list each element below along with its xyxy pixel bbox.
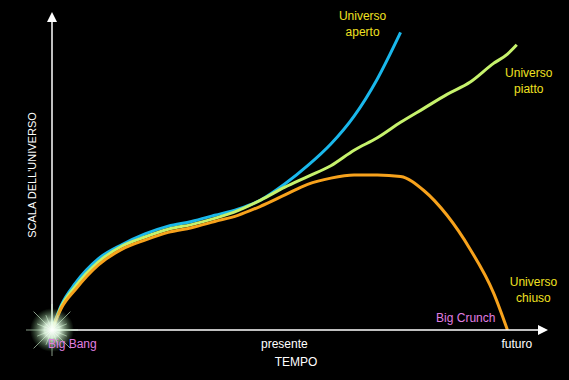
svg-text:chiuso: chiuso bbox=[516, 291, 551, 305]
svg-text:futuro: futuro bbox=[501, 337, 532, 351]
svg-text:aperto: aperto bbox=[346, 25, 380, 39]
svg-text:Big Crunch: Big Crunch bbox=[436, 311, 495, 325]
svg-text:Big Bang: Big Bang bbox=[48, 337, 97, 351]
svg-text:presente: presente bbox=[261, 337, 308, 351]
svg-text:SCALA DELL'UNIVERSO: SCALA DELL'UNIVERSO bbox=[26, 112, 38, 238]
svg-text:piatto: piatto bbox=[514, 82, 544, 96]
svg-text:TEMPO: TEMPO bbox=[275, 355, 318, 369]
svg-text:Universo: Universo bbox=[510, 275, 558, 289]
svg-text:Universo: Universo bbox=[339, 9, 387, 23]
svg-text:Universo: Universo bbox=[505, 66, 553, 80]
